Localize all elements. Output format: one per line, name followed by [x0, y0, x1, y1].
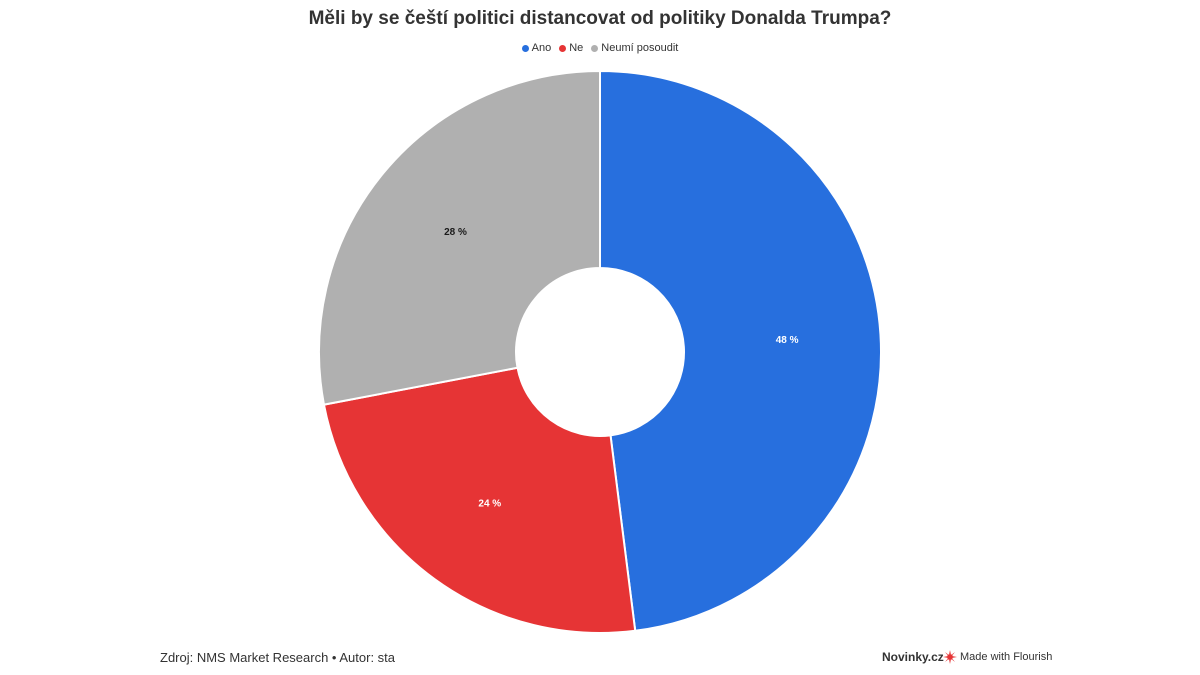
slice-label-ano: 48 %	[776, 335, 799, 346]
legend-item-neumi-posoudit[interactable]: Neumí posoudit	[591, 42, 678, 54]
flourish-credit[interactable]: Made with Flourish	[943, 650, 1052, 664]
slice-neumi-posoudit[interactable]	[318, 69, 601, 406]
legend-swatch-neumi-posoudit	[591, 44, 599, 52]
legend-swatch-ne	[559, 44, 567, 52]
slice-label-ne: 24 %	[478, 498, 501, 509]
legend: Ano Ne Neumí posoudit	[0, 42, 1200, 54]
legend-label-ne: Ne	[569, 42, 584, 54]
legend-item-ano[interactable]: Ano	[521, 42, 552, 54]
chart-title: Měli by se čeští politici distancovat od…	[308, 8, 892, 29]
legend-item-ne[interactable]: Ne	[559, 42, 583, 54]
flourish-credit-label: Made with Flourish	[960, 651, 1053, 663]
slice-label-neumi-posoudit: 28 %	[444, 227, 467, 238]
slice-ne[interactable]	[322, 366, 637, 634]
legend-swatch-ano	[521, 44, 529, 52]
slice-ano[interactable]	[599, 69, 882, 632]
source-note: Zdroj: NMS Market Research • Autor: sta	[160, 650, 396, 665]
brand-logo[interactable]: Novinky.cz	[882, 650, 944, 664]
flourish-logo-icon	[943, 650, 957, 664]
legend-label-neumi-posoudit: Neumí posoudit	[601, 42, 679, 54]
legend-label-ano: Ano	[531, 42, 552, 54]
